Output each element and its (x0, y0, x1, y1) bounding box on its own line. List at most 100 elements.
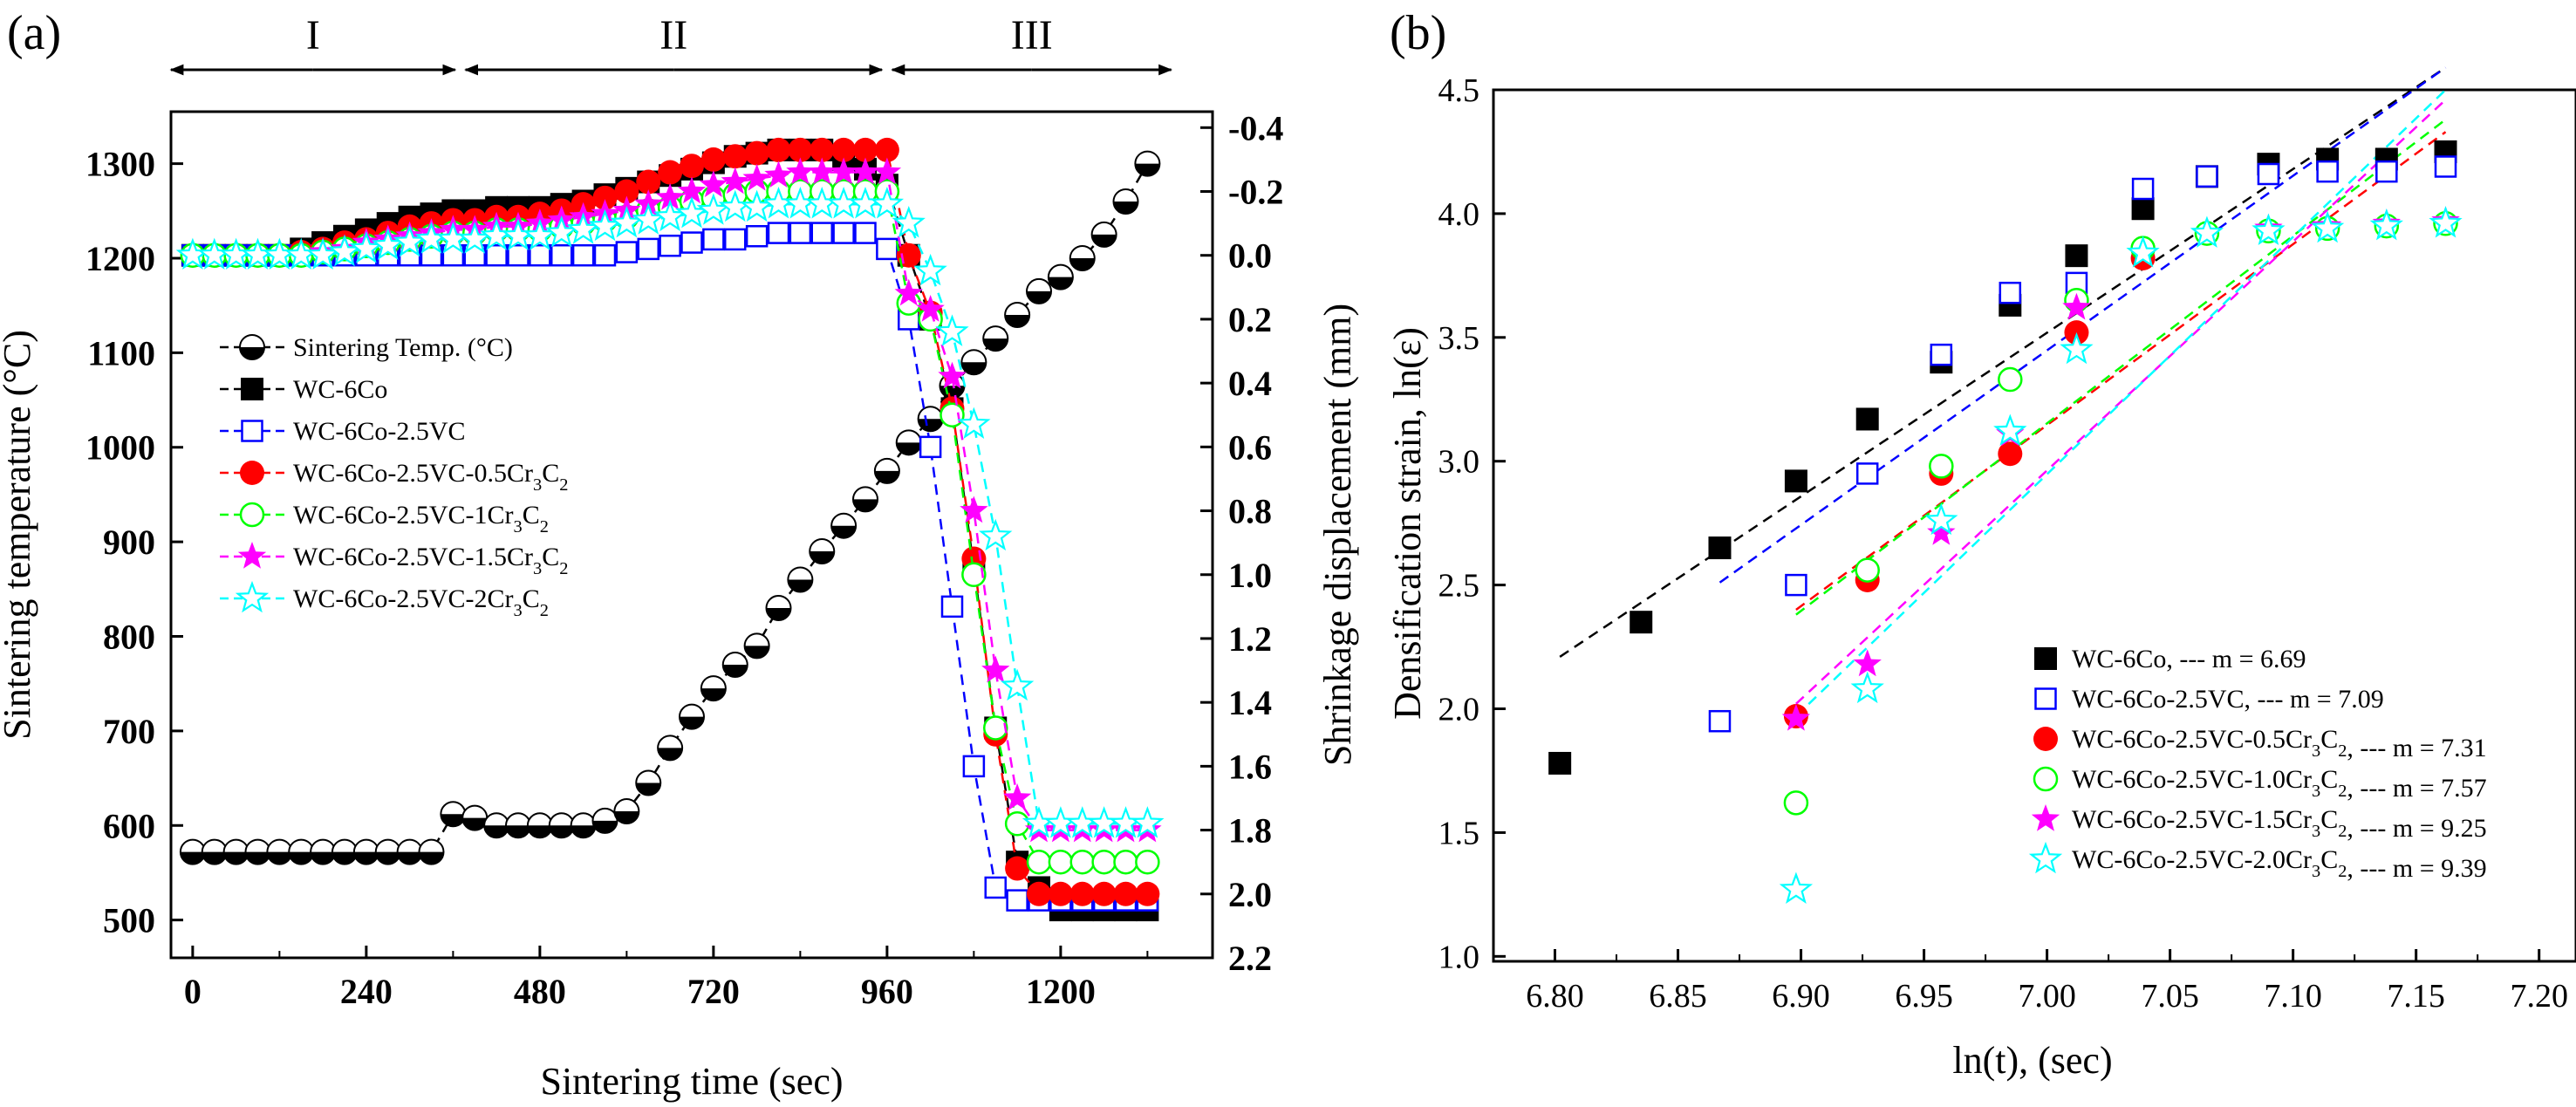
point-wc-6co-2-5vc (962, 755, 986, 778)
point-wc-6co-2-5vc (919, 435, 942, 459)
legend-b: WC-6Co, --- m = 6.69 WC-6Co-2.5VC, --- m … (2028, 645, 2487, 883)
y-right-tick-label: 0.0 (1228, 236, 1272, 276)
fit-lines (1559, 66, 2447, 717)
legend-a-label-part: WC-6Co-2.5VC-2 (293, 584, 487, 613)
legend-b-label-sub3: 3 (2312, 741, 2320, 761)
point-sintering-temp-fill (592, 820, 618, 833)
point-wc-6co-2-5vc-0-5cr3c2 (722, 144, 748, 169)
point-wc-6co-2-5vc-1cr3c2 (1026, 849, 1052, 875)
point-wc-6co-2-5vc-0-5cr3c2 (1048, 881, 1073, 906)
y-left-tick-label: 900 (103, 523, 155, 562)
point-sintering-temp (331, 838, 358, 865)
point-wc-6co-2-5vc-1-5cr3c2 (829, 157, 858, 185)
point-wc-6co-2-5vc-2-0cr3c2-m-9-39 (1993, 413, 2027, 446)
legend-a-label-sub3: 3 (533, 559, 542, 578)
point-wc-6co-2-5vc-m-7-09 (1708, 709, 1732, 733)
point-wc-6co-2-5vc-1-5cr3c2-m-9-25 (1781, 703, 1811, 731)
point-wc-6co-2-5vc (529, 243, 551, 267)
y-left-tick-label: 800 (103, 618, 155, 657)
point-sintering-temp (418, 838, 445, 865)
point-sintering-temp-fill (1069, 257, 1095, 270)
y-right-tick-label: -0.2 (1228, 173, 1283, 212)
point-wc-6co-2-5vc-1-5cr3c2-m-9-25 (1853, 649, 1882, 677)
point-sintering-temp (244, 838, 271, 865)
point-wc-6co-2-5vc-0-5cr3c2 (810, 137, 835, 162)
legend-b-label: WC-6Co-2.5VC-1.0Cr3C2, --- m = 7.57 (2072, 765, 2487, 803)
legend-a-marker (237, 542, 267, 569)
point-wc-6co-2-5vc-2cr3c2 (935, 314, 969, 346)
legend-b-label-sub3: 3 (2312, 822, 2320, 841)
legend-b-label-part: WC-6Co-2.5VC-1.5 (2072, 805, 2286, 834)
legend-a-label-sub2: 2 (559, 475, 568, 495)
y-tick-label-b: 1.5 (1438, 815, 1480, 851)
x-axis-title-b: ln(t), (sec) (1952, 1039, 2112, 1082)
fit-line-wc-6co-m-6-69 (1559, 66, 2447, 658)
point-sintering-temp (830, 512, 858, 539)
point-wc-6co-2-5vc-m-7-09 (2131, 177, 2155, 201)
point-sintering-temp (852, 486, 878, 513)
legend-a-label-sub2: 2 (559, 559, 568, 578)
point-wc-6co-2-5vc-2-0cr3c2-m-9-39 (2190, 215, 2224, 248)
y-right-tick-label: -0.4 (1228, 108, 1283, 147)
point-sintering-temp (1112, 188, 1139, 215)
point-wc-6co-2-5vc-1-5cr3c2 (699, 170, 728, 197)
y-right-tick-label: 1.8 (1228, 811, 1272, 851)
point-sintering-temp-fill (874, 470, 899, 483)
legend-b-label-sub2: 2 (2338, 741, 2347, 761)
legend-b-label-cr: Cr (2286, 805, 2312, 834)
point-sintering-temp-fill (700, 688, 726, 701)
legend-b-label-c: C (2320, 725, 2338, 754)
point-wc-6co-2-5vc-m-7-09 (1999, 281, 2022, 304)
point-sintering-temp-fill (636, 782, 661, 796)
legend-b-marker (2028, 841, 2063, 874)
legend-a-marker (239, 502, 265, 528)
panel-a-ticks: 0 240 480 720 960 1200 500 600 700 800 900 1000 1100… (85, 108, 1283, 1011)
y-left-tick-label: 1100 (87, 333, 155, 372)
point-wc-6co-2-5vc-0-5cr3c2 (1069, 881, 1095, 906)
legend-b-item-wc-6co-2-5vc-m-7-09: WC-6Co-2.5VC, --- m = 7.09 (2034, 685, 2384, 714)
legend-b-label: WC-6Co, --- m = 6.69 (2072, 645, 2306, 673)
legend-a-label-part: WC-6Co-2.5VC-0.5 (293, 459, 507, 488)
x-tick-label-a: 960 (861, 972, 913, 1011)
series-wc-6co-2-5vc-2-0cr3c2-m-9-39 (1779, 206, 2463, 904)
point-wc-6co-m-6-69 (2065, 244, 2088, 268)
point-wc-6co-2-5vc-2-0cr3c2-m-9-39 (2251, 213, 2286, 246)
point-wc-6co-2-5vc-2-0cr3c2-m-9-39 (2310, 210, 2345, 243)
panel-b-label: (b) (1390, 6, 1446, 60)
stage-label-ii: II (659, 12, 687, 58)
point-sintering-temp-fill (549, 825, 574, 838)
point-sintering-temp (483, 812, 510, 839)
y-tick-label-b: 2.0 (1438, 692, 1480, 728)
point-wc-6co-2-5vc (832, 222, 855, 244)
point-wc-6co-2-5vc-m-7-09 (2434, 155, 2457, 178)
x-tick-label-a: 0 (184, 972, 202, 1011)
point-wc-6co-2-5vc-2-0cr3c2-m-9-39 (1924, 502, 1958, 536)
point-sintering-temp (548, 812, 575, 839)
legend-b-label: WC-6Co-2.5VC, --- m = 7.09 (2072, 685, 2384, 714)
legend-a-label-cr: Cr (507, 543, 533, 571)
legend-a-label: WC-6Co-2.5VC-0.5Cr3C2 (293, 459, 568, 495)
series-sintering-temp (179, 150, 1161, 865)
legend-a-item-wc-6co-2-5vc-2cr3c2: WC-6Co-2.5VC-2Cr3C2 (220, 580, 549, 620)
point-wc-6co-2-5vc-2-0cr3c2-m-9-39 (2060, 331, 2094, 365)
point-wc-6co-2-5vc-1cr3c2 (961, 562, 987, 588)
point-wc-6co-2-5vc (876, 237, 899, 261)
point-wc-6co-2-5vc (507, 243, 530, 267)
point-wc-6co-2-5vc-1cr3c2 (1113, 849, 1138, 875)
legend-a-item-wc-6co-2-5vc: WC-6Co-2.5VC (220, 417, 466, 446)
point-wc-6co-2-5vc-m-7-09 (1855, 462, 1879, 485)
point-wc-6co-2-5vc (680, 231, 703, 254)
point-sintering-temp (721, 652, 748, 679)
point-wc-6co-2-5vc (593, 243, 617, 267)
point-wc-6co-2-5vc-0-5cr3c2 (680, 154, 704, 179)
point-wc-6co-2-5vc-1-5cr3c2 (851, 157, 880, 185)
point-wc-6co-2-5vc-1-5cr3c2 (764, 161, 793, 188)
x-tick-label-b: 6.80 (1526, 978, 1584, 1015)
point-wc-6co-2-5vc (702, 228, 725, 251)
point-sintering-temp-fill (332, 851, 357, 864)
legend-a-marker (240, 461, 264, 485)
point-wc-6co-2-5vc-2cr3c2 (913, 253, 947, 286)
point-sintering-temp-fill (311, 851, 336, 864)
point-sintering-temp-fill (571, 825, 596, 838)
point-sintering-temp-fill (267, 851, 292, 864)
